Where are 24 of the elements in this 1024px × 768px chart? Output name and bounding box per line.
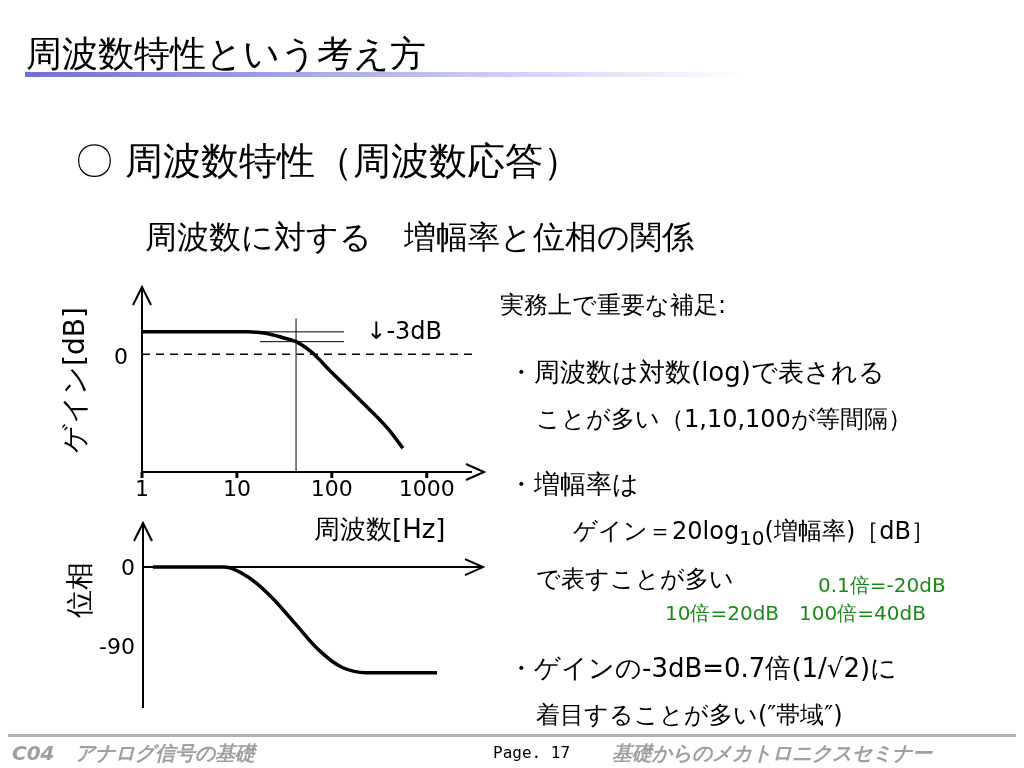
text: 10倍=20dB 100倍=40dB bbox=[665, 601, 926, 625]
text: で表すことが多い bbox=[536, 565, 734, 593]
y-tick-label: -90 bbox=[99, 634, 135, 660]
y-axis-title: ゲイン[dB] bbox=[57, 307, 92, 453]
text: ・周波数は対数(log)で表される bbox=[508, 357, 885, 387]
x-tick-label: 1 bbox=[135, 475, 149, 501]
text: 実務上で重要な補足: bbox=[500, 291, 727, 319]
text: ことが多い（1,10,100が等間隔） bbox=[536, 405, 912, 433]
x-tick-label: 100 bbox=[310, 475, 353, 501]
text: 周波数特性という考え方 bbox=[26, 32, 426, 76]
x-tick-label: 10 bbox=[222, 475, 251, 501]
text: ゲイン＝20log$_{10}$(増幅率)［dB］ bbox=[573, 517, 936, 550]
text: 0.1倍=-20dB bbox=[818, 573, 946, 597]
text: ・増幅率は bbox=[508, 469, 639, 499]
x-axis-title: 周波数[Hz] bbox=[314, 513, 446, 546]
text: 着目することが多い(″帯域″) bbox=[536, 701, 843, 729]
text: 周波数に対する 増幅率と位相の関係 bbox=[145, 218, 694, 256]
x-tick-label: 1000 bbox=[398, 475, 455, 501]
text: 基礎からのメカトロニクスセミナー bbox=[612, 741, 932, 765]
text: Page. 17 bbox=[493, 743, 571, 762]
text: 〇 周波数特性（周波数応答） bbox=[75, 138, 582, 185]
annotation: ↓-3dB bbox=[366, 316, 443, 345]
text: ・ゲインの-3dB=0.7倍(1/√2)に bbox=[508, 653, 898, 683]
y-axis-title: 位相 bbox=[62, 562, 97, 618]
